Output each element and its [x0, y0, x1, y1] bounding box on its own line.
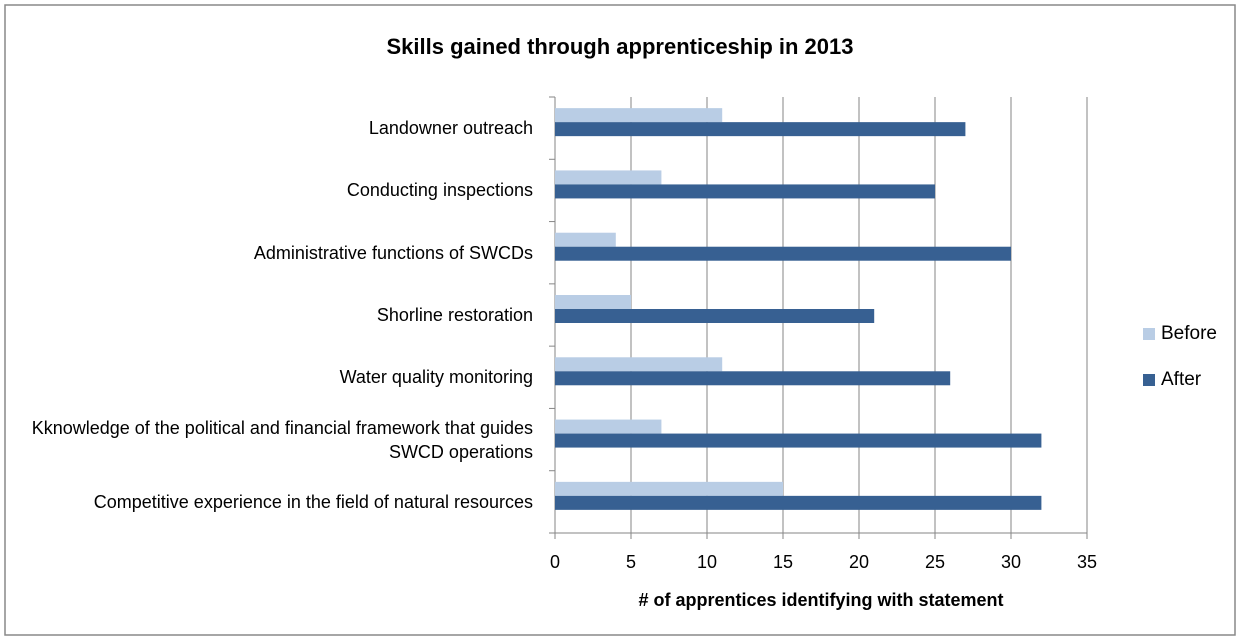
bar [555, 371, 951, 386]
bar [555, 481, 783, 496]
y-tick-label: Landowner outreach [368, 118, 533, 139]
y-tick-label-box: Shorline restoration [376, 304, 533, 325]
x-tick-label: 30 [1001, 552, 1021, 572]
x-tick-label: 10 [697, 552, 717, 572]
y-tick-label: Water quality monitoring [339, 367, 533, 388]
x-tick-label: 35 [1077, 552, 1097, 572]
x-tick-label: 15 [773, 552, 793, 572]
x-tick-label: 20 [849, 552, 869, 572]
y-tick-label-box: Competitive experience in the field of n… [93, 491, 533, 512]
chart-title: Skills gained through apprenticeship in … [387, 34, 854, 59]
y-tick-label-box: Water quality monitoring [339, 367, 533, 388]
bar [555, 495, 1042, 510]
bar [555, 357, 723, 372]
bar [555, 433, 1042, 448]
y-tick-label: Kknowledge of the political and financia… [31, 417, 533, 462]
y-tick-label: Shorline restoration [376, 304, 533, 325]
y-tick-label: Competitive experience in the field of n… [93, 491, 533, 512]
bar [555, 122, 966, 137]
y-tick-label-box: Administrative functions of SWCDs [253, 242, 533, 263]
y-tick-label-box: Conducting inspections [346, 180, 533, 201]
x-tick-label: 5 [626, 552, 636, 572]
bar [555, 170, 662, 185]
bar [555, 295, 631, 309]
bar [555, 232, 616, 247]
bar [555, 246, 1011, 261]
legend-label: After [1161, 369, 1202, 390]
x-tick-label: 25 [925, 552, 945, 572]
legend-swatch [1143, 374, 1155, 386]
y-tick-label-box: Landowner outreach [368, 118, 533, 139]
bar [555, 419, 662, 434]
x-axis-label: # of apprentices identifying with statem… [638, 590, 1003, 610]
bar [555, 309, 875, 323]
legend-swatch [1143, 328, 1155, 340]
bar [555, 108, 723, 123]
legend-label: Before [1161, 323, 1217, 344]
y-tick-label-box: Kknowledge of the political and financia… [31, 417, 533, 462]
x-tick-label: 0 [550, 552, 560, 572]
bar [555, 184, 935, 199]
y-tick-label: Administrative functions of SWCDs [253, 242, 533, 263]
y-tick-label: Conducting inspections [346, 180, 533, 201]
